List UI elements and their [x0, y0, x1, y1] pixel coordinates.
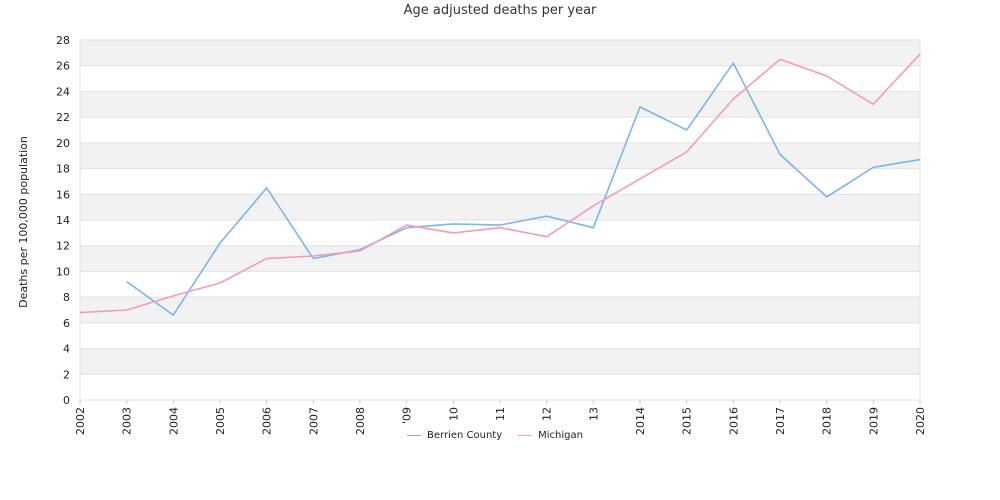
y-tick-label: 14 — [56, 214, 70, 227]
x-tick-label: 2018 — [821, 407, 834, 435]
plot-bands — [80, 40, 920, 400]
plot-band — [80, 142, 920, 169]
legend-item-michigan[interactable]: Michigan — [518, 430, 583, 441]
x-tick-label: 2002 — [74, 407, 87, 435]
x-tick-label: 2007 — [307, 407, 320, 435]
y-tick-label: 16 — [56, 188, 70, 201]
plot-band — [80, 117, 920, 143]
series-line-michigan[interactable] — [79, 53, 921, 314]
y-tick-label: 24 — [56, 85, 70, 98]
y-tick-label: 8 — [63, 291, 70, 304]
x-tick-label: 12 — [541, 407, 554, 421]
legend-swatch-michigan — [518, 435, 533, 436]
plot-band — [80, 40, 920, 66]
y-tick-label: 4 — [63, 343, 70, 356]
chart-title: Age adjusted deaths per year — [403, 3, 597, 18]
y-tick-label: 12 — [56, 240, 70, 253]
x-axis-ticks: 2002 2003 2004 2005 2006 2007 2008 '09 10 11 12 13 2… — [74, 400, 927, 435]
legend: Berrien County Michigan — [407, 430, 583, 441]
plot-band — [80, 322, 920, 349]
series-line-berrien-county[interactable] — [126, 62, 921, 316]
x-tick-label: 2003 — [121, 407, 134, 435]
x-tick-label: 10 — [447, 407, 460, 421]
plot-band — [80, 168, 920, 195]
gridlines — [79, 39, 921, 401]
x-tick-label: 2015 — [681, 407, 694, 435]
plot-band — [80, 245, 920, 272]
x-tick-label: 13 — [587, 407, 600, 421]
x-tick-label: 2008 — [354, 407, 367, 435]
plot-band — [80, 297, 920, 323]
legend-swatch-berrien — [407, 435, 421, 436]
legend-item-berrien[interactable]: Berrien County — [407, 430, 502, 441]
y-tick-label: 6 — [63, 317, 70, 330]
y-tick-label: 10 — [56, 265, 70, 278]
legend-label-michigan: Michigan — [538, 430, 583, 441]
x-tick-label: 2014 — [634, 407, 647, 435]
x-tick-label: 2017 — [774, 407, 787, 435]
y-tick-label: 18 — [56, 163, 70, 176]
plot-band — [80, 220, 920, 246]
x-tick-label: '09 — [401, 407, 414, 424]
legend-label-berrien: Berrien County — [427, 430, 503, 441]
x-tick-label: 2005 — [214, 407, 227, 435]
plot-band — [80, 65, 920, 92]
y-tick-label: 20 — [56, 137, 70, 150]
y-tick-label: 26 — [56, 60, 70, 73]
y-axis-label: Deaths per 100,000 population — [17, 136, 30, 308]
plot-band — [80, 374, 920, 400]
y-tick-label: 28 — [56, 34, 70, 47]
x-tick-label: 2016 — [727, 407, 740, 435]
y-tick-label: 22 — [56, 111, 70, 124]
series-lines — [79, 53, 921, 316]
plot-band — [80, 91, 920, 118]
x-tick-label: 2019 — [867, 407, 880, 435]
y-tick-label: 0 — [63, 394, 70, 407]
x-tick-label: 2004 — [167, 407, 180, 435]
plot-band — [80, 271, 920, 298]
plot-band — [80, 194, 920, 220]
x-tick-label: 2006 — [261, 407, 274, 435]
plot-band — [80, 348, 920, 375]
x-tick-label: 11 — [494, 407, 507, 421]
y-tick-label: 2 — [63, 368, 70, 381]
x-tick-label: 2020 — [914, 407, 927, 435]
